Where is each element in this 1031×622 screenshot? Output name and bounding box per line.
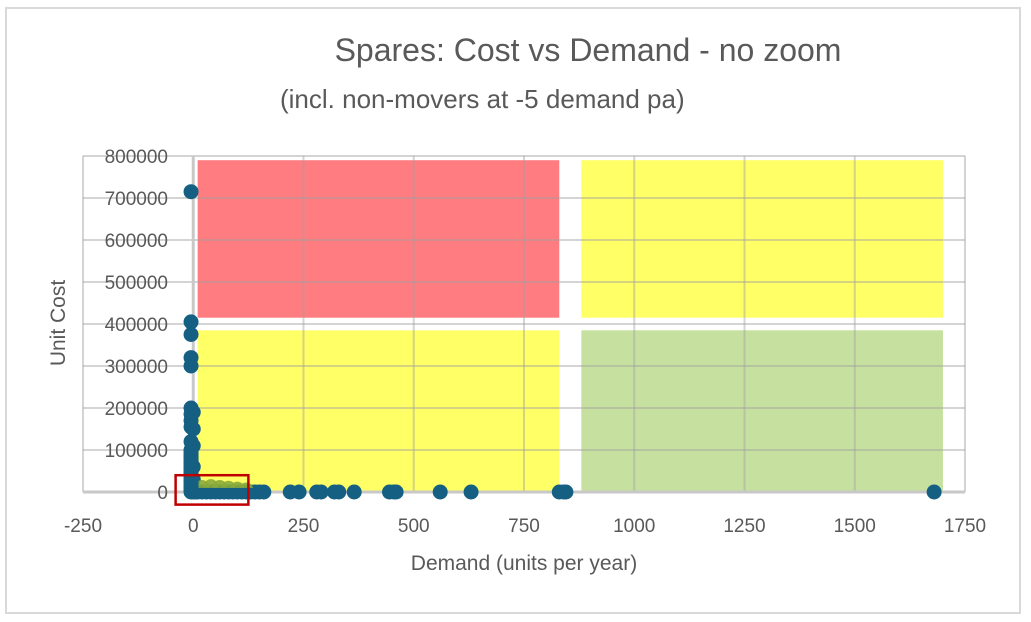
quadrant-low-cost-low-demand bbox=[197, 330, 560, 492]
chart-title: Spares: Cost vs Demand - no zoom bbox=[334, 32, 842, 68]
x-tick-label: 1000 bbox=[613, 516, 655, 537]
quadrant-high-cost-low-demand bbox=[197, 160, 560, 318]
y-tick-label: 300000 bbox=[105, 357, 168, 378]
y-axis-ticks: 0 100000 200000 300000 400000 500000 600000 700… bbox=[105, 147, 168, 504]
data-point bbox=[185, 404, 201, 420]
data-point bbox=[183, 184, 199, 200]
data-point bbox=[926, 484, 942, 500]
x-tick-label: 1250 bbox=[723, 516, 765, 537]
data-point bbox=[432, 484, 448, 500]
y-tick-label: 700000 bbox=[105, 189, 168, 210]
y-tick-label: 400000 bbox=[105, 315, 168, 336]
quadrant-backgrounds bbox=[197, 160, 943, 492]
x-axis-ticks: -250 0 250 500 750 1000 1250 1500 1750 bbox=[64, 516, 986, 537]
y-tick-label: 200000 bbox=[105, 399, 168, 420]
x-tick-label: 250 bbox=[288, 516, 320, 537]
data-point bbox=[463, 484, 479, 500]
quadrant-low-cost-high-demand bbox=[581, 330, 943, 492]
data-point bbox=[558, 484, 574, 500]
data-point bbox=[185, 421, 201, 437]
data-point bbox=[388, 484, 404, 500]
data-point bbox=[183, 314, 199, 330]
quadrant-high-cost-high-demand bbox=[581, 160, 943, 318]
data-point bbox=[183, 358, 199, 374]
data-point bbox=[291, 484, 307, 500]
data-point bbox=[346, 484, 362, 500]
chart-subtitle: (incl. non-movers at -5 demand pa) bbox=[280, 84, 685, 114]
data-point bbox=[313, 484, 329, 500]
x-tick-label: 1500 bbox=[834, 516, 876, 537]
data-point bbox=[183, 327, 199, 342]
x-tick-label: 750 bbox=[508, 516, 540, 537]
highlight-box bbox=[174, 473, 250, 506]
x-tick-label: 500 bbox=[398, 516, 430, 537]
x-tick-label: 1750 bbox=[944, 516, 986, 537]
y-tick-label: 500000 bbox=[105, 273, 168, 294]
x-axis-title: Demand (units per year) bbox=[410, 552, 638, 575]
y-tick-label: 100000 bbox=[105, 441, 168, 462]
data-point bbox=[185, 438, 201, 454]
data-points bbox=[183, 184, 942, 500]
x-tick-label: -250 bbox=[64, 516, 102, 537]
y-tick-label: 0 bbox=[157, 483, 168, 504]
x-tick-label: 0 bbox=[188, 516, 199, 537]
data-point bbox=[331, 484, 347, 500]
y-tick-label: 600000 bbox=[105, 231, 168, 252]
y-tick-label: 800000 bbox=[105, 147, 168, 168]
